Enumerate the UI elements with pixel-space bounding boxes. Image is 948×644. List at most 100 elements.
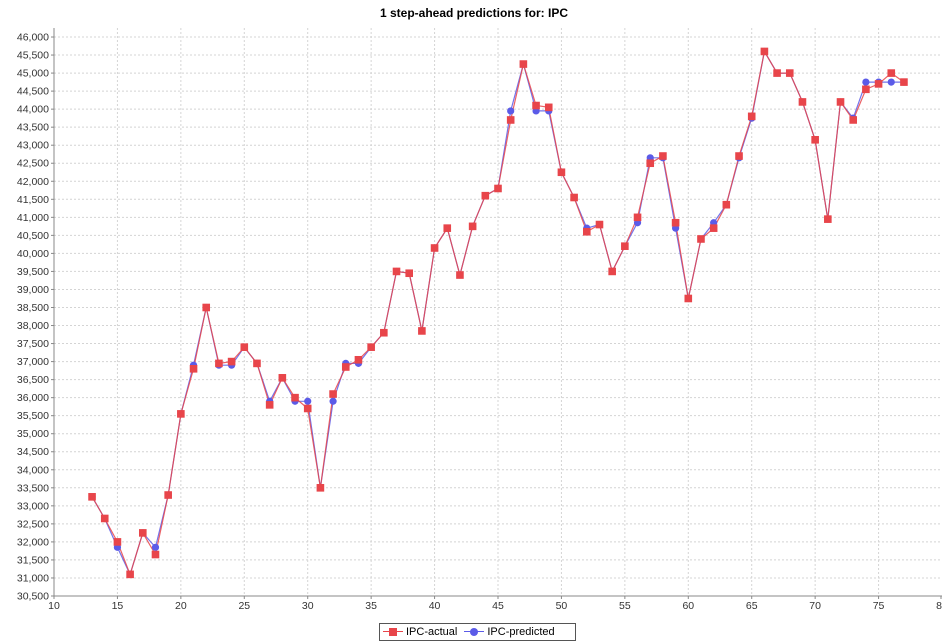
actual-point	[367, 343, 375, 351]
actual-point	[595, 220, 604, 229]
x-tick-label: 55	[619, 600, 631, 612]
actual-point	[151, 550, 160, 559]
y-tick-label: 44,000	[17, 104, 49, 116]
actual-point	[354, 355, 363, 364]
legend-label-actual: IPC-actual	[406, 626, 458, 638]
actual-point	[126, 570, 134, 579]
actual-point	[684, 294, 693, 303]
actual-point	[862, 85, 870, 94]
actual-point	[836, 98, 845, 106]
actual-point	[278, 374, 287, 382]
actual-point	[709, 224, 718, 232]
actual-point	[570, 193, 578, 202]
actual-point	[722, 200, 731, 209]
x-tick-label: 35	[365, 600, 377, 612]
x-tick-label: 25	[238, 600, 250, 612]
y-tick-label: 45,000	[17, 68, 49, 80]
actual-point	[697, 235, 705, 243]
y-tick-label: 43,500	[17, 122, 49, 134]
actual-point	[405, 269, 413, 278]
x-tick-label: 60	[682, 600, 694, 612]
x-tick-label: 75	[873, 600, 885, 612]
axes: 30,500 31,000 31,500 32,000 32,500 33,000 33,5…	[17, 28, 942, 612]
actual-point	[608, 267, 616, 276]
actual-point	[291, 393, 299, 402]
actual-point	[633, 213, 642, 222]
x-tick-label: 40	[429, 600, 441, 612]
x-tick-label: 50	[556, 600, 568, 612]
actual-point	[519, 60, 528, 68]
y-tick-label: 44,500	[17, 86, 49, 98]
actual-point	[557, 168, 566, 177]
actual-point	[532, 101, 540, 110]
actual-point	[747, 112, 756, 121]
legend-swatch-actual	[383, 627, 403, 637]
chart-title: 1 step-ahead predictions for: IPC	[379, 6, 569, 20]
actual-point	[798, 98, 807, 106]
y-tick-label: 32,500	[17, 518, 49, 530]
x-tick-label: 15	[112, 600, 124, 612]
actual-point	[621, 242, 629, 250]
actual-point	[494, 184, 502, 193]
y-tick-label: 37,500	[17, 338, 49, 350]
actual-point	[202, 303, 211, 312]
y-tick-label: 46,000	[17, 32, 49, 44]
actual-point	[785, 69, 794, 77]
x-tick-label: 70	[809, 600, 821, 612]
actual-point	[544, 103, 553, 112]
legend-label-predicted: IPC-predicted	[487, 626, 555, 638]
actual-point	[164, 491, 172, 499]
y-tick-label: 33,500	[17, 482, 49, 494]
y-tick-label: 34,500	[17, 446, 49, 458]
actual-point	[177, 410, 185, 418]
legend: IPC-actual IPC-predicted	[379, 623, 576, 641]
x-tick-label: 65	[746, 600, 758, 612]
actual-point	[506, 116, 515, 124]
x-tick-label: 30	[302, 600, 314, 612]
y-tick-label: 39,500	[17, 266, 49, 278]
actual-point	[443, 224, 452, 232]
y-tick-label: 34,000	[17, 464, 49, 476]
y-tick-label: 38,500	[17, 302, 49, 314]
y-tick-label: 42,500	[17, 158, 49, 170]
actual-point	[735, 152, 743, 160]
predicted-point	[329, 397, 337, 405]
actual-point	[887, 69, 896, 77]
actual-point	[900, 78, 908, 86]
legend-entry-predicted: IPC-predicted	[464, 626, 555, 638]
y-tick-label: 35,000	[17, 428, 49, 440]
actual-point	[811, 135, 819, 144]
actual-point	[240, 343, 249, 351]
y-tick-label: 40,500	[17, 230, 49, 242]
actual-point	[215, 359, 223, 368]
y-tick-label: 31,500	[17, 554, 49, 566]
predicted-point	[862, 78, 870, 86]
actual-point	[468, 222, 477, 231]
x-tick-label: 20	[175, 600, 187, 612]
y-tick-label: 36,000	[17, 392, 49, 404]
y-tick-label: 33,000	[17, 500, 49, 512]
x-tick-label: 10	[48, 600, 60, 612]
predicted-point	[887, 78, 895, 86]
actual-point	[88, 493, 96, 501]
actual-point	[189, 365, 198, 373]
series-group	[88, 47, 908, 579]
y-tick-label: 32,000	[17, 536, 49, 548]
y-tick-label: 45,500	[17, 50, 49, 62]
actual-point	[303, 404, 312, 413]
y-tick-label: 37,000	[17, 356, 49, 368]
actual-point	[659, 152, 667, 160]
predicted-point	[151, 543, 160, 551]
legend-entry-actual: IPC-actual	[383, 626, 457, 638]
actual-point	[341, 363, 350, 371]
y-tick-label: 36,500	[17, 374, 49, 386]
y-tick-label: 30,500	[17, 591, 49, 603]
actual-point	[100, 514, 109, 523]
y-tick-label: 42,000	[17, 176, 49, 188]
y-tick-label: 39,000	[17, 284, 49, 296]
actual-point	[481, 191, 490, 200]
y-tick-label: 41,500	[17, 194, 49, 206]
actual-point	[874, 80, 883, 88]
actual-point	[392, 267, 401, 276]
